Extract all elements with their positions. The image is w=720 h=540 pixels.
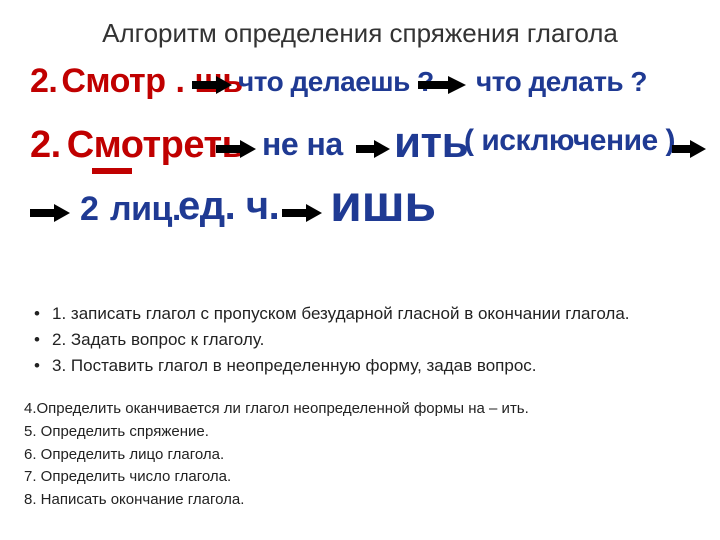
- r1-word-a: Смотр: [61, 62, 165, 101]
- arrow-icon: [216, 140, 256, 158]
- arrow-icon: [418, 76, 466, 94]
- arrow-icon: [356, 140, 390, 158]
- list-item: 4.Определить оканчивается ли глагол неоп…: [24, 398, 684, 420]
- row-2: 2. Смотреть: [30, 124, 244, 167]
- r2-num: 2.: [30, 124, 61, 167]
- r3-person: лиц.: [110, 190, 181, 229]
- r1-q2: что делать ?: [476, 66, 647, 98]
- list-item: 7. Определить число глагола.: [24, 466, 684, 488]
- list-item: 1. записать глагол с пропуском безударно…: [34, 302, 674, 326]
- r3-num: 2: [80, 190, 98, 229]
- r3-number: ед. ч.: [178, 184, 279, 229]
- r1-dot: .: [175, 62, 184, 101]
- list-item: 3. Поставить глагол в неопределенную фор…: [34, 354, 674, 378]
- list-item: 2. Задать вопрос к глаголу.: [34, 328, 674, 352]
- arrow-icon: [30, 204, 70, 222]
- underline-bar: [92, 168, 132, 174]
- r3-ending: ишь: [330, 174, 436, 234]
- r2-neg: не на: [262, 126, 343, 163]
- list-item: 5. Определить спряжение.: [24, 421, 684, 443]
- arrow-icon: [672, 140, 706, 158]
- list-item: 6. Определить лицо глагола.: [24, 444, 684, 466]
- r2-note: ( исключение ): [464, 124, 675, 158]
- list-item: 8. Написать окончание глагола.: [24, 489, 684, 511]
- steps-list-2: 4.Определить оканчивается ли глагол неоп…: [24, 398, 684, 512]
- bullet-list-1: 1. записать глагол с пропуском безударно…: [34, 302, 674, 379]
- arrow-icon: [282, 204, 322, 222]
- arrow-icon: [192, 76, 232, 94]
- r2-suffix: ить: [394, 118, 468, 168]
- r1-q1: что делаешь ?: [238, 66, 434, 98]
- r1-num: 2.: [30, 62, 57, 101]
- page-title: Алгоритм определения спряжения глагола: [0, 18, 720, 49]
